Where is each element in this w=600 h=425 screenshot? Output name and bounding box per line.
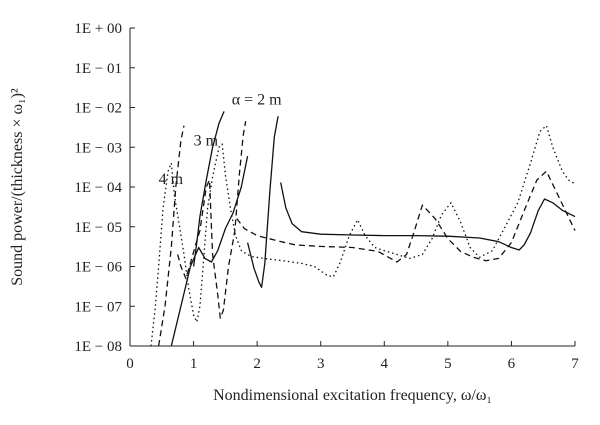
y-tick-label: 1E + 00 — [74, 21, 122, 37]
y-tick-label: 1E − 01 — [74, 61, 122, 77]
curve-annotation: 4 m — [159, 171, 184, 188]
series-dotted-segment — [150, 124, 576, 347]
x-axis-title: Nondimensional excitation frequency, ω/ω… — [213, 387, 492, 404]
y-tick-label: 1E − 06 — [74, 260, 122, 276]
annotation-layer: α = 2 m 3 m 4 m — [159, 91, 283, 187]
y-tick-label: 1E − 03 — [74, 140, 122, 156]
curve-annotation: α = 2 m — [232, 91, 282, 108]
series-dashed-segment — [157, 125, 185, 347]
curve-annotation: 3 m — [194, 133, 219, 150]
series-dashed-segment — [177, 121, 247, 319]
series-dashed-segment — [236, 170, 576, 263]
x-tick-label: 0 — [126, 356, 134, 372]
tick-layer: 0 1 2 3 4 5 6 7 1E + 00 1E − 01 1E − 02 1E − 03 1E −… — [74, 21, 579, 372]
series-solid-segment — [280, 182, 576, 251]
series-solid-segment — [246, 116, 279, 288]
series-dotted-line — [150, 124, 576, 347]
y-axis-title: Sound power/(thickness × ω₁)² — [9, 88, 26, 286]
y-tick-label: 1E − 07 — [74, 299, 122, 315]
series-layer — [150, 111, 576, 347]
y-tick-label: 1E − 02 — [74, 101, 122, 117]
axis-layer — [129, 28, 575, 347]
y-tick-label: 1E − 04 — [74, 180, 122, 196]
x-tick-label: 5 — [444, 356, 452, 372]
series-solid-line — [170, 111, 576, 347]
y-tick-label: 1E − 05 — [74, 220, 122, 236]
x-tick-label: 1 — [190, 356, 198, 372]
y-tick-label: 1E − 08 — [74, 339, 122, 355]
series-dashed-line — [157, 121, 576, 347]
x-tick-label: 7 — [571, 356, 579, 372]
x-tick-label: 3 — [317, 356, 325, 372]
x-tick-label: 2 — [253, 356, 261, 372]
x-tick-label: 4 — [381, 356, 389, 372]
x-tick-label: 6 — [508, 356, 516, 372]
